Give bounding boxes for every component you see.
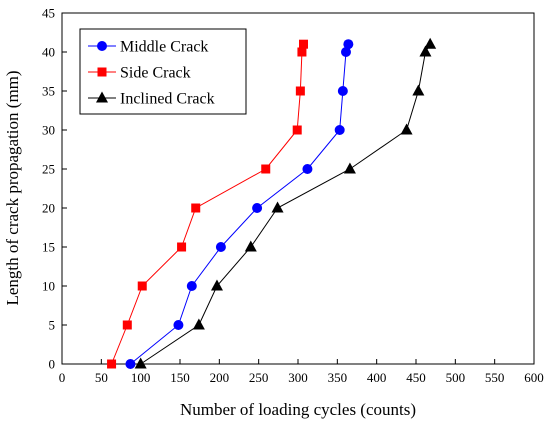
x-tick-label: 400 — [367, 370, 387, 385]
data-point — [261, 164, 271, 174]
data-point — [125, 359, 136, 369]
data-point — [186, 281, 197, 291]
data-point — [302, 164, 313, 174]
x-tick-label: 350 — [328, 370, 348, 385]
legend-label: Middle Crack — [120, 39, 208, 56]
legend-label: Side Crack — [120, 65, 191, 82]
data-point — [337, 86, 348, 96]
data-point — [292, 125, 302, 135]
legend: Middle Crack Side Crack Inclined Crack — [79, 28, 247, 115]
y-tick-label: 5 — [49, 318, 56, 333]
data-point — [424, 37, 437, 49]
data-point — [299, 39, 309, 49]
x-tick-label: 0 — [59, 370, 66, 385]
series-circle — [125, 39, 354, 369]
data-point — [419, 45, 432, 57]
data-point — [192, 318, 205, 330]
x-tick-label: 200 — [210, 370, 230, 385]
legend-marker — [97, 41, 107, 51]
x-tick-label: 300 — [288, 370, 308, 385]
y-tick-label: 35 — [42, 84, 55, 99]
x-tick-label: 550 — [485, 370, 505, 385]
x-axis-title: Number of loading cycles (counts) — [180, 400, 416, 419]
y-tick-label: 10 — [42, 279, 55, 294]
data-point — [340, 47, 351, 57]
y-tick-label: 40 — [42, 45, 55, 60]
data-point — [244, 240, 257, 252]
series-layer — [107, 37, 437, 369]
data-point — [210, 279, 223, 291]
series-triangle — [134, 37, 437, 369]
y-tick-label: 15 — [42, 240, 55, 255]
x-tick-label: 150 — [170, 370, 190, 385]
data-point — [215, 242, 226, 252]
series-square — [107, 39, 309, 369]
data-point — [177, 242, 187, 252]
y-tick-label: 20 — [42, 201, 55, 216]
legend-marker — [97, 67, 107, 77]
legend-label: Inclined Crack — [120, 91, 215, 108]
series-line — [140, 43, 431, 365]
data-point — [297, 47, 307, 57]
x-tick-label: 100 — [131, 370, 151, 385]
data-point — [400, 123, 413, 135]
data-point — [334, 125, 345, 135]
axes: 0 50 100 150 200 250 300 350 400 450 500 550 600 0 5 10… — [42, 6, 544, 386]
data-point — [107, 359, 117, 369]
y-tick-label: 0 — [49, 357, 56, 372]
y-tick-label: 30 — [42, 123, 55, 138]
data-point — [271, 201, 284, 213]
data-point — [134, 357, 147, 369]
legend-marker — [96, 91, 108, 103]
data-point — [343, 162, 356, 174]
data-point — [412, 84, 425, 96]
data-point — [173, 320, 184, 330]
x-tick-label: 600 — [524, 370, 544, 385]
series-line — [130, 44, 349, 365]
x-tick-label: 450 — [406, 370, 426, 385]
x-tick-label: 250 — [249, 370, 269, 385]
y-axis-title: Length of crack propagation (mm) — [3, 70, 22, 305]
data-point — [191, 203, 201, 213]
y-tick-label: 45 — [42, 6, 55, 21]
x-tick-label: 50 — [95, 370, 108, 385]
series-line — [111, 44, 304, 365]
data-point — [295, 86, 305, 96]
data-point — [343, 39, 354, 50]
data-point — [252, 203, 263, 213]
y-tick-label: 25 — [42, 162, 55, 177]
data-point — [122, 320, 132, 330]
x-tick-label: 500 — [446, 370, 466, 385]
data-point — [137, 281, 147, 291]
